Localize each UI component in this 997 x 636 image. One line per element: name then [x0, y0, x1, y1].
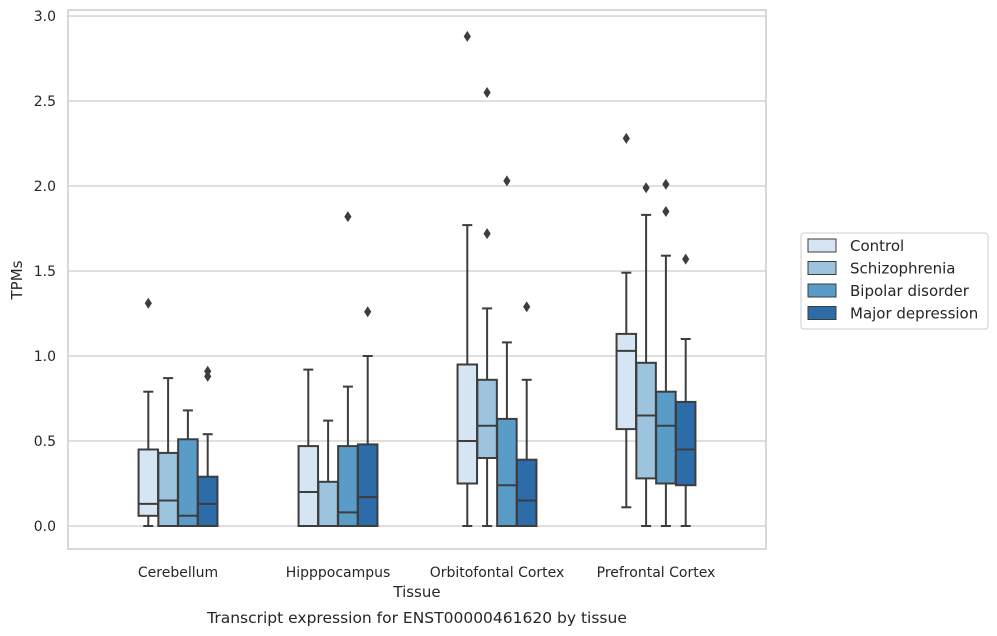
legend: Control Schizophrenia Bipolar disorder Majo…: [800, 232, 989, 330]
box-rect: [177, 438, 199, 527]
outlier-point: [642, 182, 650, 194]
box-3-2: [515, 301, 538, 528]
legend-label: Major depression: [850, 305, 978, 323]
y-tick-label: 0.0: [34, 519, 56, 535]
box-rect: [297, 445, 320, 528]
legend-swatch: [807, 261, 837, 275]
box-rect: [137, 448, 160, 517]
box-3-1: [356, 306, 379, 527]
x-tick-labels: Cerebellum Hipppocampus Orbitofontal Corte…: [138, 565, 715, 581]
outlier-point: [622, 132, 630, 144]
box-0-0: [137, 297, 160, 527]
box-1-2: [476, 87, 498, 527]
outlier-point: [662, 206, 670, 217]
box-0-1: [297, 368, 320, 528]
box-2-1: [337, 211, 359, 528]
box-rect: [655, 390, 677, 485]
box-2-0: [177, 409, 199, 527]
box-rect: [157, 451, 179, 527]
box-groups: [137, 30, 697, 528]
plot-frame: [67, 9, 767, 550]
box-2-2: [496, 175, 518, 527]
box-rect: [476, 378, 498, 459]
outlier-point: [144, 297, 152, 309]
outlier-point: [483, 228, 491, 240]
box-1-1: [317, 419, 339, 527]
outlier-point: [662, 178, 670, 190]
box-rect: [635, 361, 657, 480]
box-rect: [496, 417, 518, 527]
y-tick-labels: 0.0 0.5 1.0 1.5 2.0 2.5 3.0: [34, 9, 56, 535]
x-tick-label: Hipppocampus: [286, 565, 391, 581]
outlier-point: [503, 175, 511, 187]
box-rect: [456, 363, 479, 485]
y-tick-label: 1.5: [34, 264, 56, 280]
x-tick-label: Cerebellum: [138, 565, 218, 581]
legend-label: Bipolar disorder: [850, 282, 970, 300]
x-axis-title: Tissue: [392, 583, 440, 601]
outlier-point: [364, 306, 372, 318]
box-rect: [356, 443, 379, 527]
outlier-point: [344, 211, 352, 223]
outlier-point: [204, 365, 212, 377]
outlier-point: [682, 253, 690, 265]
box-rect: [317, 480, 339, 527]
box-rect: [674, 400, 697, 487]
outlier-point: [483, 87, 491, 98]
box-rect: [196, 475, 219, 528]
legend-swatch: [807, 306, 837, 320]
x-tick-label: Prefrontal Cortex: [597, 565, 716, 581]
legend-swatch: [807, 238, 837, 253]
legend-swatch: [807, 283, 837, 298]
box-3-0: [196, 365, 219, 528]
box-rect: [337, 445, 359, 528]
box-rect: [615, 332, 638, 431]
box-1-3: [635, 182, 657, 527]
box-1-0: [157, 377, 179, 527]
box-0-2: [456, 30, 479, 527]
chart-caption: Transcript expression for ENST0000046162…: [206, 609, 627, 627]
outlier-point: [463, 30, 471, 42]
legend-frame: [800, 232, 989, 330]
box-rect: [515, 458, 538, 528]
x-tick-label: Orbitofontal Cortex: [430, 565, 565, 581]
y-tick-label: 2.5: [34, 94, 56, 110]
y-axis-title: TPMs: [8, 260, 26, 300]
legend-label: Control: [850, 237, 904, 255]
y-tick-label: 3.0: [34, 9, 56, 25]
y-tick-label: 1.0: [34, 349, 56, 365]
y-tick-label: 2.0: [34, 179, 56, 195]
box-3-3: [674, 253, 697, 527]
box-2-3: [655, 178, 677, 527]
y-tick-label: 0.5: [34, 434, 56, 450]
outlier-point: [523, 301, 531, 313]
box-0-3: [615, 132, 638, 509]
legend-label: Schizophrenia: [850, 260, 955, 278]
